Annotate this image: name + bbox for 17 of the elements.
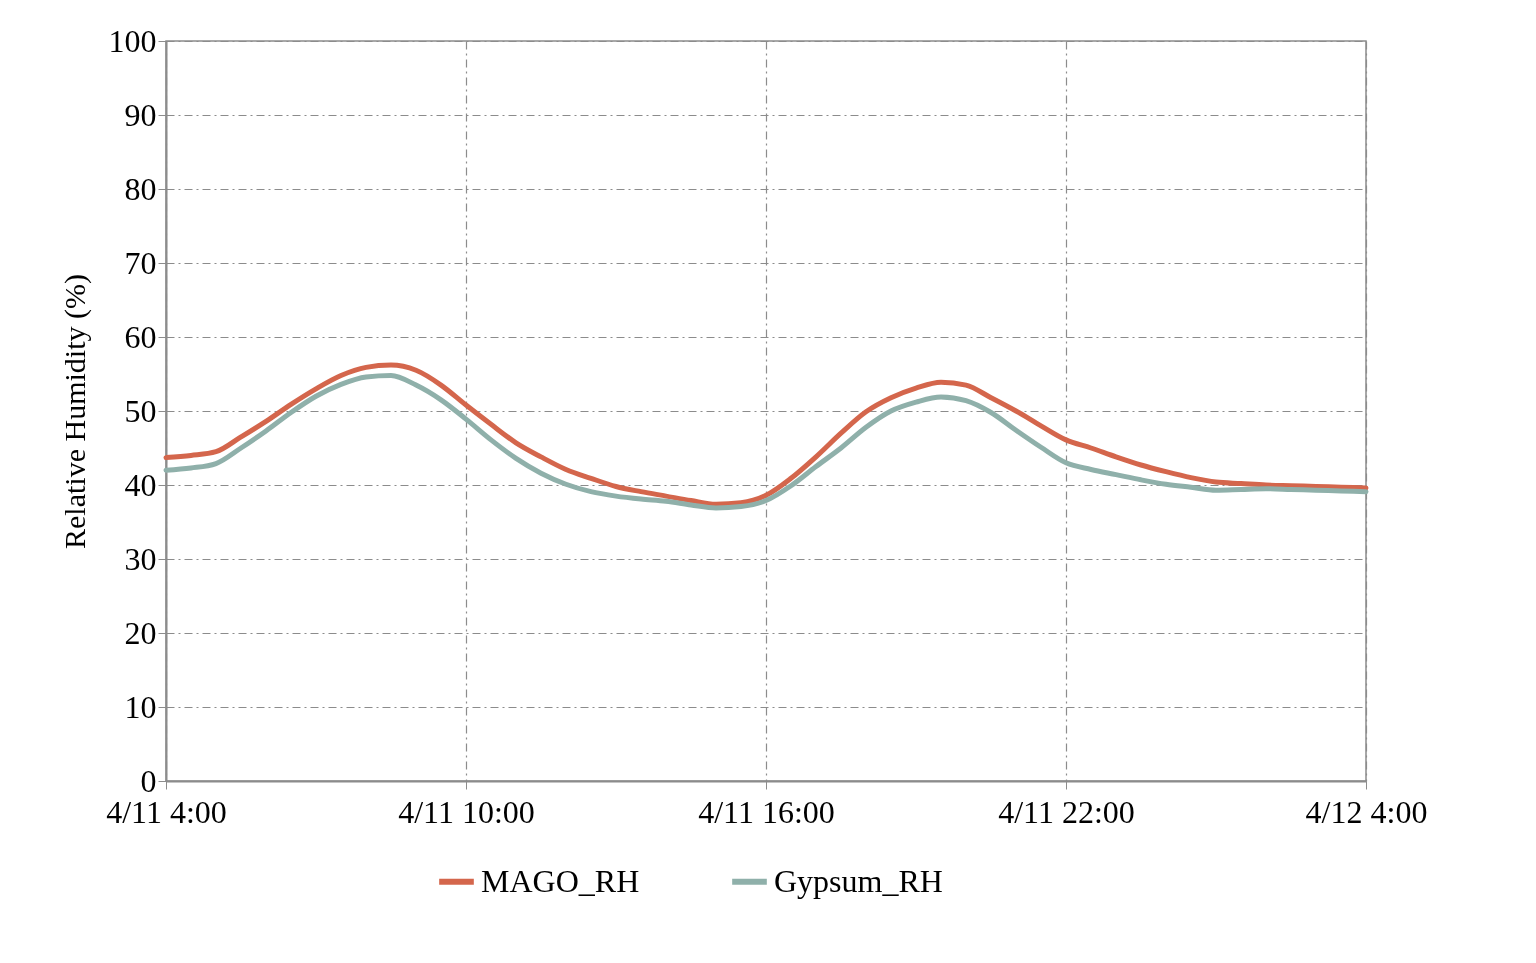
legend-label: MAGO_RH	[481, 862, 640, 899]
y-tick-label: 10	[124, 688, 157, 725]
y-axis-title: Relative Humidity (%)	[57, 274, 92, 549]
y-tick-label: 40	[124, 466, 157, 503]
y-tick-label: 20	[124, 614, 157, 651]
y-tick-label: 100	[108, 22, 157, 59]
x-tick-label: 4/11 22:00	[998, 793, 1135, 830]
y-tick-label: 80	[124, 170, 157, 207]
x-tick-label: 4/11 10:00	[398, 793, 535, 830]
x-tick-label: 4/11 16:00	[698, 793, 835, 830]
y-tick-label: 30	[124, 540, 157, 577]
legend-label: Gypsum_RH	[774, 862, 943, 899]
x-tick-label: 4/12 4:00	[1305, 793, 1428, 830]
y-tick-label: 90	[124, 96, 157, 133]
y-tick-label: 50	[124, 392, 157, 429]
y-tick-label: 70	[124, 244, 157, 281]
y-tick-label: 60	[124, 318, 157, 355]
